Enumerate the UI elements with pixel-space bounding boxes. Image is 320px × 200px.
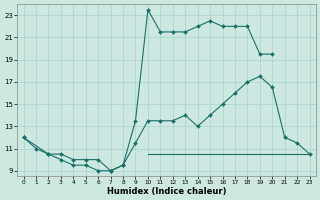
X-axis label: Humidex (Indice chaleur): Humidex (Indice chaleur) [107, 187, 226, 196]
